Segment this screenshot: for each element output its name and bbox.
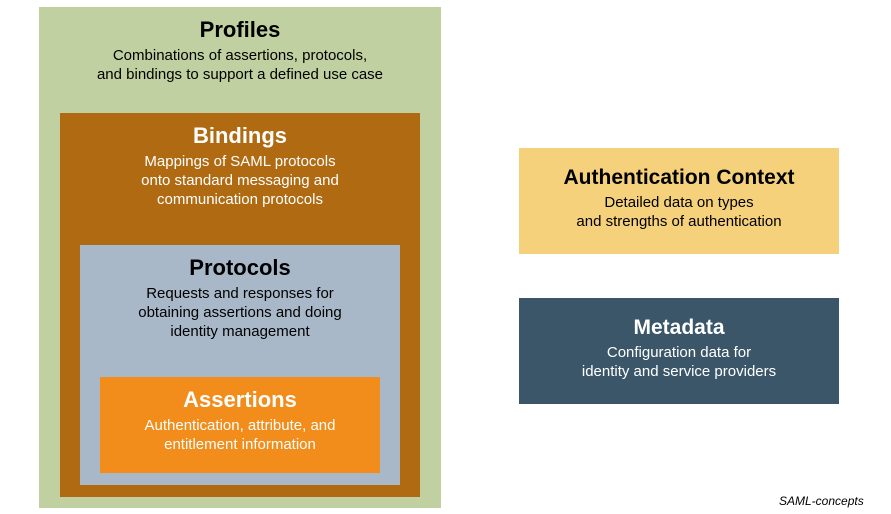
box-bindings-title: Bindings <box>60 123 420 149</box>
box-auth-context-title: Authentication Context <box>519 166 839 190</box>
box-metadata: Metadata Configuration data for identity… <box>519 298 839 404</box>
box-assertions-title: Assertions <box>100 387 380 413</box>
box-metadata-desc: Configuration data for identity and serv… <box>519 344 839 382</box>
box-profiles-title: Profiles <box>39 17 441 43</box>
box-protocols-desc: Requests and responses for obtaining ass… <box>80 285 400 341</box>
box-assertions-desc: Authentication, attribute, and entitleme… <box>100 417 380 455</box>
box-auth-context: Authentication Context Detailed data on … <box>519 148 839 254</box>
box-auth-context-desc: Detailed data on types and strengths of … <box>519 194 839 232</box>
box-assertions: Assertions Authentication, attribute, an… <box>100 377 380 473</box>
diagram-caption: SAML-concepts <box>779 494 864 508</box>
box-bindings-desc: Mappings of SAML protocols onto standard… <box>60 153 420 209</box>
box-protocols-title: Protocols <box>80 255 400 281</box>
box-profiles-desc: Combinations of assertions, protocols, a… <box>39 47 441 85</box>
box-metadata-title: Metadata <box>519 316 839 340</box>
diagram-canvas: Profiles Combinations of assertions, pro… <box>0 0 891 514</box>
